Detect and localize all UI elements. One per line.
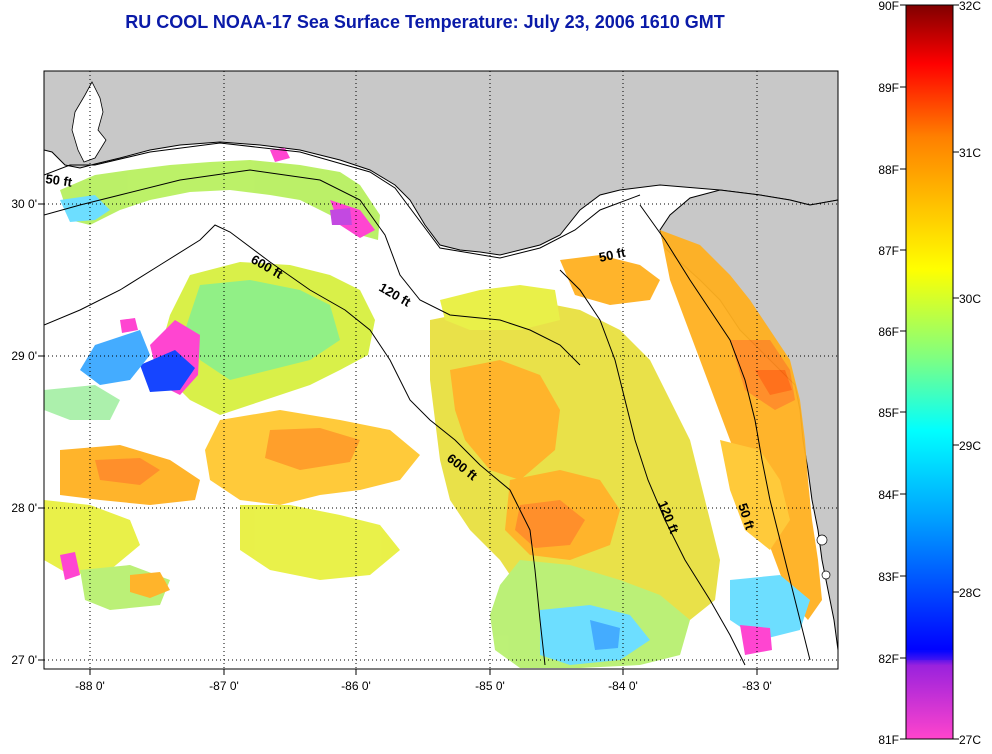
contour-label: 50 ft [45,171,74,190]
colorbar: 90F 89F 88F 87F 86F 85F 84F 83F 82F 81F … [878,0,981,747]
y-tick-label: 28 0' [11,501,37,515]
x-tick-label: -87 0' [209,679,239,693]
y-tick-labels: 27 0' 28 0' 29 0' 30 0' [11,197,37,667]
colorbar-f-label: 90F [878,0,899,13]
x-tick-label: -86 0' [341,679,371,693]
y-tick-label: 30 0' [11,197,37,211]
sst-data-layer [44,148,822,668]
colorbar-f-label: 81F [878,733,899,747]
colorbar-c-label: 30C [959,292,981,306]
x-tick-label: -83 0' [742,679,772,693]
x-tick-label: -88 0' [75,679,105,693]
colorbar-f-label: 84F [878,488,899,502]
y-tick-label: 29 0' [11,349,37,363]
colorbar-f-label: 89F [878,81,899,95]
contour-50ft-east [639,204,811,661]
colorbar-c-label: 29C [959,439,981,453]
colorbar-c-label: 31C [959,146,981,160]
contour-label: 50 ft [598,245,628,265]
x-tick-label: -84 0' [608,679,638,693]
map-area: 50 ft 600 ft 120 ft 50 ft 600 ft 120 ft … [44,71,838,669]
map-frame [43,70,839,670]
colorbar-f-label: 86F [878,325,899,339]
map-tick-marks [38,203,758,675]
colorbar-f-label: 87F [878,244,899,258]
lat-lon-grid [44,71,838,669]
mobile-bay [71,81,107,163]
map-title: RU COOL NOAA-17 Sea Surface Temperature:… [125,12,725,32]
bathymetry-contours [44,142,811,666]
colorbar-c-label: 28C [959,586,981,600]
x-tick-label: -85 0' [475,679,505,693]
colorbar-f-label: 82F [878,652,899,666]
colorbar-c-label: 27C [959,733,981,747]
colorbar-f-label: 83F [878,570,899,584]
x-tick-labels: -88 0' -87 0' -86 0' -85 0' -84 0' -83 0… [75,679,772,693]
colorbar-f-label: 88F [878,163,899,177]
contour-120ft-north [44,169,581,366]
colorbar-gradient [905,4,954,740]
contour-50ft-north [44,142,641,259]
y-tick-label: 27 0' [11,653,37,667]
colorbar-c-label: 32C [959,0,981,13]
contour-600ft [44,224,546,666]
colorbar-f-label: 85F [878,406,899,420]
contour-120ft-east [559,269,746,666]
